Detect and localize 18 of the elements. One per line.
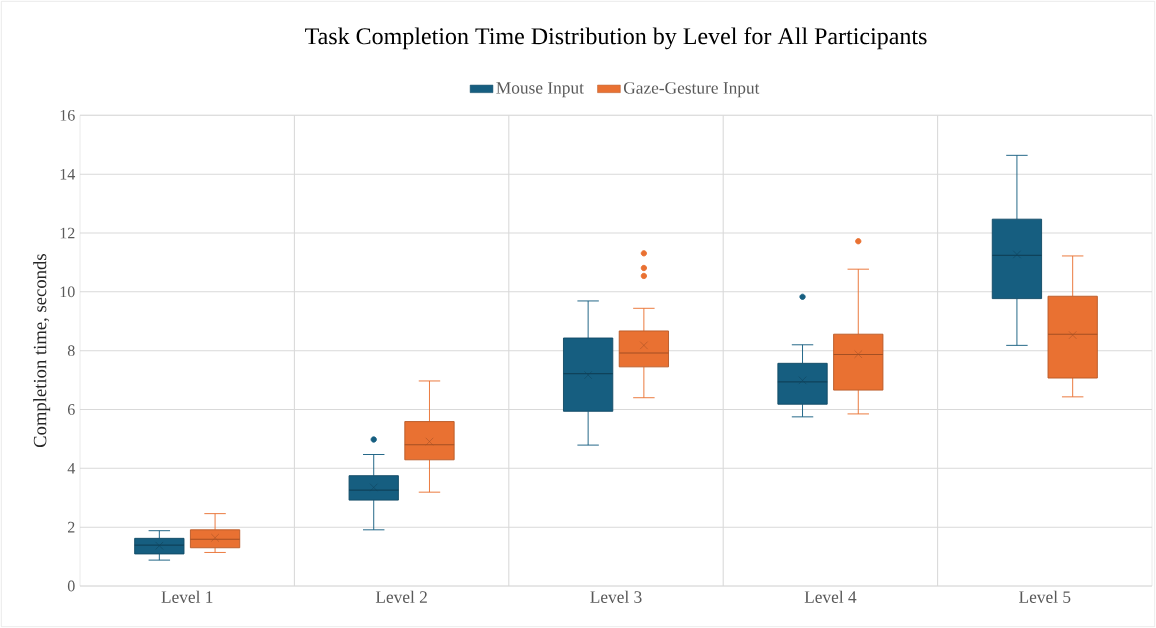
x-tick-label: Level 4 bbox=[804, 590, 857, 603]
y-tick-label: 2 bbox=[68, 521, 75, 533]
x-tick-label: Level 5 bbox=[1019, 590, 1071, 603]
y-tick-label: 8 bbox=[67, 345, 75, 357]
y-tick-label: 16 bbox=[60, 109, 75, 121]
y-tick-label: 6 bbox=[67, 404, 75, 415]
x-tick-label: Level 1 bbox=[161, 590, 213, 603]
y-axis-title: Completion time, seconds bbox=[33, 254, 51, 448]
y-tick-label: 10 bbox=[60, 286, 75, 298]
x-tick-label: Level 3 bbox=[590, 590, 642, 603]
chart-title: Task Completion Time Distribution by Level for All Participants bbox=[305, 27, 927, 50]
legend-label: Mouse Input bbox=[496, 82, 584, 98]
x-tick-label: Level 2 bbox=[375, 590, 427, 603]
y-tick-label: 4 bbox=[67, 463, 76, 474]
legend-label: Gaze-Gesture Input bbox=[623, 82, 760, 98]
y-tick-label: 12 bbox=[60, 227, 75, 239]
y-tick-label: 14 bbox=[60, 168, 76, 180]
y-tick-label: 0 bbox=[67, 580, 75, 592]
